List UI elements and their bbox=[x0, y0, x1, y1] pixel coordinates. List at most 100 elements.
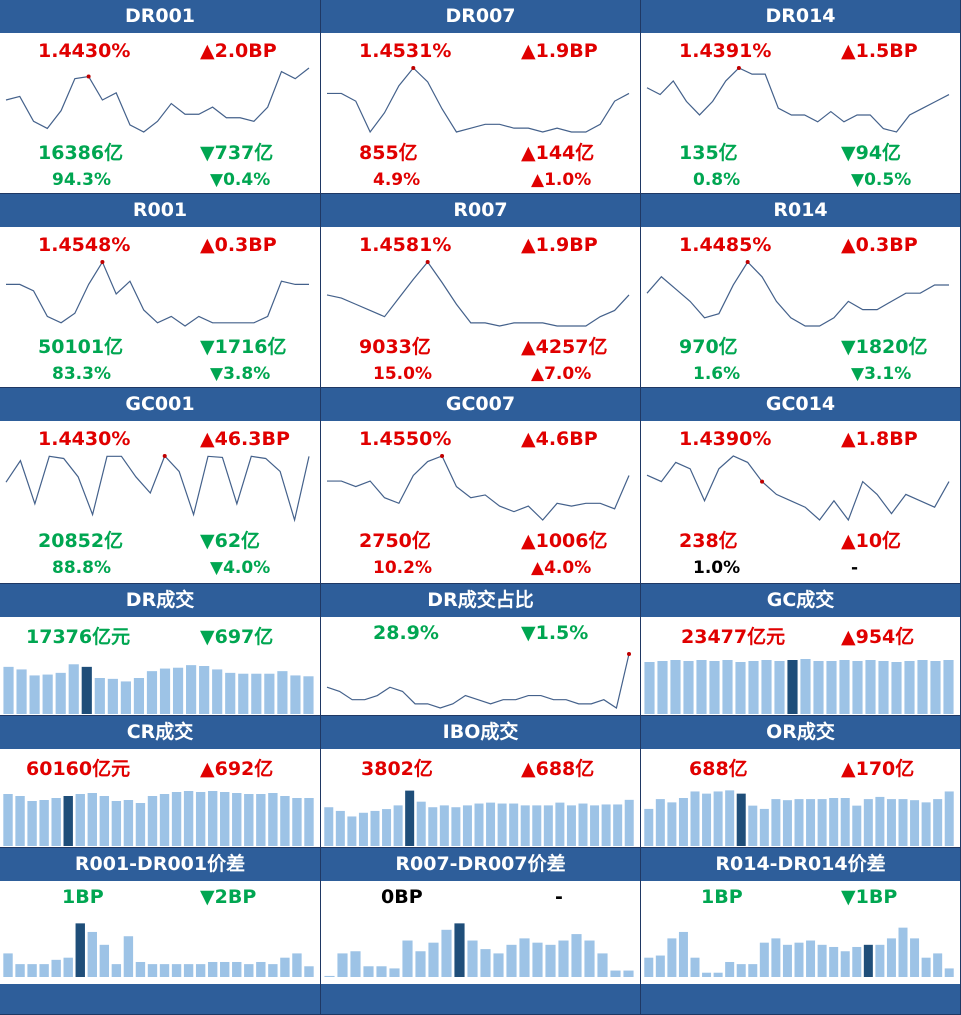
volume-value: 9033亿 bbox=[359, 336, 431, 358]
rate-value: 1.4391% bbox=[679, 40, 772, 62]
trend-line-chart bbox=[6, 260, 309, 327]
bar bbox=[304, 798, 314, 846]
volume-change: ▲144亿 bbox=[521, 142, 595, 164]
series-line bbox=[326, 653, 630, 709]
bar bbox=[933, 953, 943, 977]
share-value: 83.3% bbox=[52, 364, 111, 384]
bar bbox=[806, 940, 816, 977]
bar bbox=[75, 794, 85, 846]
bar bbox=[736, 964, 746, 977]
bar bbox=[454, 923, 465, 977]
trend-line-chart bbox=[646, 455, 950, 522]
bar bbox=[480, 949, 491, 977]
bar bbox=[146, 671, 158, 714]
bar bbox=[207, 791, 218, 846]
bar bbox=[303, 676, 314, 714]
bar bbox=[748, 805, 758, 846]
bar bbox=[324, 807, 334, 846]
panel-title: CR成交 bbox=[0, 716, 320, 749]
bar bbox=[451, 807, 461, 846]
trend-line-chart bbox=[326, 652, 631, 709]
bar bbox=[886, 938, 896, 977]
bar bbox=[220, 961, 230, 977]
bar bbox=[335, 810, 345, 846]
summary-change: ▲692亿 bbox=[200, 758, 274, 780]
rate-change: ▲2.0BP bbox=[200, 40, 277, 62]
bar bbox=[794, 942, 804, 977]
bar bbox=[787, 660, 798, 714]
bar bbox=[63, 796, 73, 846]
bar bbox=[657, 661, 668, 714]
bar bbox=[713, 972, 723, 977]
bar bbox=[722, 660, 733, 714]
bar bbox=[256, 961, 266, 977]
peak-marker bbox=[411, 66, 416, 70]
bar bbox=[389, 968, 400, 977]
bar bbox=[172, 667, 184, 714]
bar bbox=[238, 673, 249, 714]
volume-value: 135亿 bbox=[679, 142, 738, 164]
bar bbox=[220, 792, 230, 846]
bar bbox=[51, 959, 61, 977]
bar bbox=[921, 802, 931, 846]
bar bbox=[99, 944, 110, 977]
panel-r001-3: R001 1.4548% ▲0.3BP 50101亿 ▼1716亿 83.3% ▼3.8% bbox=[0, 194, 321, 388]
bar bbox=[123, 936, 134, 977]
bar bbox=[497, 803, 507, 846]
panel-title: R014 bbox=[641, 194, 960, 227]
volume-bar-chart bbox=[324, 923, 634, 977]
bar bbox=[506, 944, 517, 977]
panel-r007-dr007-16: R007-DR007价差 0BP - bbox=[321, 848, 641, 1015]
bar bbox=[930, 661, 941, 714]
bar bbox=[467, 940, 478, 977]
bar bbox=[898, 927, 908, 977]
summary-change: ▲954亿 bbox=[841, 626, 915, 648]
bar bbox=[3, 953, 13, 977]
bar bbox=[268, 964, 278, 977]
panel-r014-dr014-17: R014-DR014价差 1BP ▼1BP bbox=[641, 848, 961, 1015]
bar bbox=[690, 791, 700, 846]
summary-value: 60160亿元 bbox=[26, 758, 131, 780]
bar bbox=[493, 953, 504, 977]
peak-marker bbox=[627, 652, 631, 656]
bar bbox=[370, 810, 380, 846]
peak-marker bbox=[760, 479, 765, 484]
peak-marker bbox=[736, 66, 741, 70]
bar bbox=[806, 799, 816, 846]
bar bbox=[94, 678, 105, 714]
share-change: ▼3.8% bbox=[210, 364, 271, 384]
bar bbox=[917, 660, 928, 714]
share-change: ▼3.1% bbox=[851, 364, 912, 384]
bar bbox=[358, 812, 368, 846]
bar bbox=[904, 661, 915, 714]
panel-gc007-7: GC007 1.4550% ▲4.6BP 2750亿 ▲1006亿 10.2% ▲4.0% bbox=[321, 388, 641, 584]
bar bbox=[55, 672, 66, 714]
bar bbox=[393, 805, 403, 846]
panel-footer bbox=[641, 984, 960, 1014]
volume-change: ▲1006亿 bbox=[521, 530, 608, 552]
share-value: 1.6% bbox=[693, 364, 741, 384]
bar bbox=[405, 790, 415, 846]
summary-value: 28.9% bbox=[373, 622, 439, 644]
bar bbox=[232, 793, 242, 846]
bar bbox=[68, 664, 79, 714]
bar bbox=[212, 669, 223, 714]
bar bbox=[655, 955, 665, 977]
volume-value: 238亿 bbox=[679, 530, 738, 552]
bar bbox=[244, 794, 254, 846]
bar bbox=[863, 944, 873, 977]
panel-title: R001-DR001价差 bbox=[0, 848, 320, 881]
panel-title: R014-DR014价差 bbox=[641, 848, 960, 881]
bar bbox=[702, 972, 712, 977]
volume-change: ▼737亿 bbox=[200, 142, 274, 164]
volume-bar-chart bbox=[3, 664, 314, 714]
bar bbox=[886, 799, 896, 846]
bar bbox=[667, 802, 677, 846]
panel-or-14: OR成交 688亿 ▲170亿 bbox=[641, 716, 961, 848]
bar bbox=[171, 964, 182, 977]
peak-marker bbox=[86, 74, 91, 79]
panel-dr-10: DR成交占比 28.9% ▼1.5% bbox=[321, 584, 641, 716]
series-line bbox=[5, 454, 310, 523]
bar bbox=[624, 799, 634, 846]
